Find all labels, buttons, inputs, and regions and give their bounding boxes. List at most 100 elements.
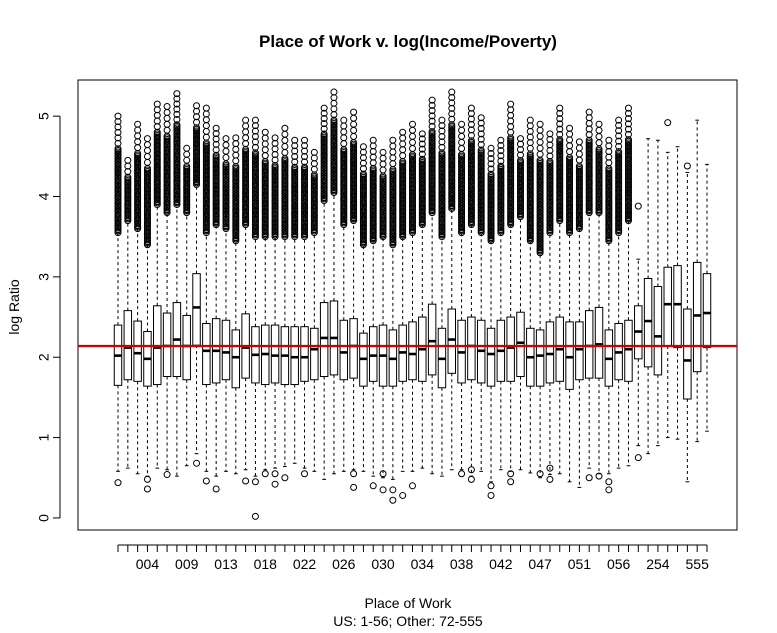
x-tick-label: 009 — [175, 556, 199, 572]
outlier-point — [301, 158, 309, 166]
outlier-point — [536, 120, 544, 128]
outlier-point — [389, 496, 397, 504]
outlier-point — [428, 122, 436, 130]
box — [339, 319, 349, 381]
outlier-point — [438, 149, 446, 157]
box — [663, 266, 672, 347]
outlier-point — [683, 162, 691, 170]
box — [408, 321, 417, 381]
outlier-point — [418, 140, 426, 148]
outlier-point — [212, 140, 220, 148]
outlier-point — [418, 145, 426, 153]
outlier-point — [477, 124, 485, 132]
outlier-point — [212, 146, 220, 154]
outlier-point — [193, 459, 201, 467]
outlier-point — [507, 478, 515, 486]
outlier-point — [467, 126, 475, 134]
outlier-point — [516, 156, 524, 164]
x-axis-sublabel: US: 1-56; Other: 72-555 — [333, 613, 483, 629]
outlier-point — [438, 122, 446, 130]
outlier-point — [615, 127, 623, 135]
outlier-point — [585, 108, 593, 116]
box — [535, 329, 545, 387]
box — [202, 322, 211, 386]
outlier-point — [242, 116, 250, 124]
outlier-point — [418, 135, 426, 143]
x-tick-label: 254 — [646, 556, 670, 572]
outlier-point — [291, 158, 299, 166]
outlier-point — [163, 471, 171, 479]
outlier-point — [114, 118, 122, 126]
outlier-point — [379, 470, 387, 478]
outlier-point — [251, 116, 259, 124]
outlier-point — [497, 136, 505, 144]
box — [594, 306, 604, 379]
outlier-point — [585, 474, 593, 482]
box — [319, 302, 329, 378]
outlier-point — [467, 115, 475, 123]
outlier-point — [605, 136, 613, 144]
outlier-point — [281, 124, 289, 132]
outlier-point — [497, 162, 505, 170]
outlier-point — [438, 116, 446, 124]
outlier-point — [114, 479, 122, 487]
outlier-point — [605, 486, 613, 494]
outlier-point — [516, 140, 524, 148]
outlier-point — [359, 159, 367, 167]
outlier-point — [251, 143, 259, 151]
x-tick-label: 018 — [254, 556, 278, 572]
outlier-point — [624, 136, 632, 144]
box — [192, 273, 201, 346]
outlier-point — [634, 454, 642, 462]
plot-layer: 0 1 2 3 4 5 004 009 013 018 022 026 030 034 038 042 047 0… — [36, 79, 738, 572]
box — [575, 321, 584, 381]
outlier-point — [291, 142, 299, 150]
box — [270, 324, 280, 384]
outlier-point — [251, 122, 259, 130]
outlier-point — [467, 104, 475, 112]
outlier-point — [438, 143, 446, 151]
box — [653, 286, 663, 376]
outlier-point — [624, 120, 632, 128]
outlier-point — [251, 127, 259, 135]
box — [506, 316, 515, 382]
outlier-point — [477, 119, 485, 127]
x-tick-label: 042 — [489, 556, 513, 572]
outlier-point — [624, 115, 632, 123]
y-axis-label: log Ratio — [6, 279, 22, 334]
box — [467, 316, 476, 381]
outlier-point — [418, 150, 426, 158]
x-tick-label: 056 — [607, 556, 631, 572]
outlier-point — [487, 149, 495, 157]
box — [231, 329, 241, 389]
outlier-point — [124, 156, 132, 164]
outlier-point — [291, 152, 299, 160]
outlier-point — [114, 123, 122, 131]
outlier-point — [418, 130, 426, 138]
outlier-point — [261, 470, 269, 478]
outlier-point — [114, 134, 122, 142]
outlier-point — [556, 109, 564, 117]
outlier-point — [546, 130, 554, 138]
box — [673, 265, 682, 349]
box — [702, 273, 712, 349]
outlier-point — [320, 120, 328, 128]
outlier-point — [114, 128, 122, 136]
outlier-point — [340, 116, 348, 124]
outlier-point — [232, 134, 240, 142]
outlier-point — [301, 136, 309, 144]
outlier-point — [487, 170, 495, 178]
box — [516, 311, 525, 378]
outlier-point — [458, 470, 466, 478]
outlier-point — [428, 101, 436, 109]
outlier-point — [301, 152, 309, 160]
outlier-point — [615, 121, 623, 129]
outlier-point — [624, 125, 632, 133]
box — [624, 319, 633, 382]
outlier-point — [153, 100, 161, 108]
outlier-point — [271, 134, 279, 142]
outlier-point — [526, 116, 534, 124]
outlier-point — [605, 478, 613, 486]
x-tick-label: 004 — [136, 556, 160, 572]
